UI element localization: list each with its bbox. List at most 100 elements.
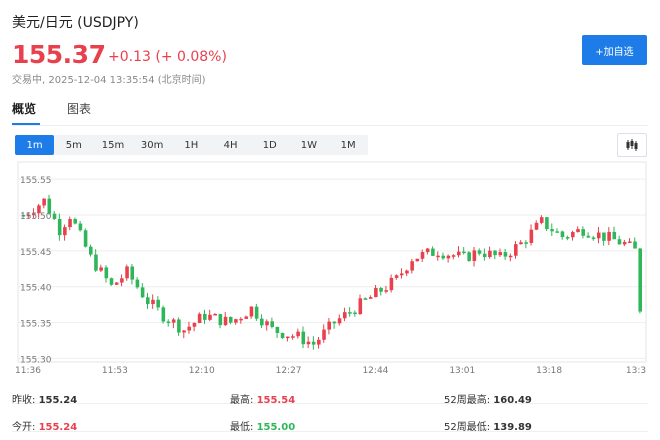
candle-body	[446, 255, 451, 259]
period-selector: 1m 5m 15m 30m 1H 4H 1D 1W 1M	[15, 135, 368, 155]
candle-body	[31, 213, 36, 215]
candle-body	[493, 250, 497, 256]
chart-grid	[17, 161, 647, 363]
candle-body	[140, 287, 145, 298]
candle-body	[503, 252, 508, 257]
y-axis: 155.55 155.50 155.45 155.40 155.35 155.30	[20, 176, 52, 365]
candle-body	[550, 229, 554, 232]
period-1d[interactable]: 1D	[262, 139, 277, 151]
candle-body	[311, 341, 316, 345]
candle-body	[223, 316, 228, 326]
period-1w[interactable]: 1W	[300, 139, 318, 151]
stat-high: 最高: 155.54	[230, 395, 296, 406]
period-1h[interactable]: 1H	[184, 139, 199, 151]
period-4h[interactable]: 4H	[223, 139, 238, 151]
candle-body	[275, 326, 280, 333]
candle-body	[368, 297, 373, 299]
candle-body	[576, 229, 580, 233]
add-watchlist-button[interactable]: +加自选	[582, 35, 647, 65]
x-tick-label: 12:44	[362, 366, 388, 376]
candle-body	[394, 275, 399, 278]
y-tick-label: 155.50	[20, 212, 52, 222]
candle-body	[260, 318, 264, 326]
candle-body	[384, 290, 389, 292]
period-15m[interactable]: 15m	[101, 139, 125, 151]
stat-low-value: 155.00	[256, 422, 296, 433]
candle-body	[146, 297, 150, 305]
stat-open-value: 155.24	[38, 422, 78, 433]
candle-body	[296, 331, 300, 337]
x-tick-label: 11:36	[15, 366, 41, 376]
y-tick-label: 155.40	[20, 284, 52, 294]
period-1mo[interactable]: 1M	[340, 139, 356, 151]
x-tick-label: 13:18	[536, 366, 562, 376]
candle-body	[477, 250, 482, 254]
candle-body	[602, 232, 606, 241]
candle-body	[156, 299, 160, 308]
y-tick-label: 155.35	[20, 320, 52, 330]
candle-body	[607, 231, 611, 241]
candle-body	[410, 261, 414, 271]
x-tick-label: 13:01	[449, 366, 475, 376]
candle-body	[399, 273, 404, 276]
candle-body	[182, 330, 186, 333]
candle-body	[451, 255, 456, 257]
candle-body	[498, 252, 503, 256]
candle-body	[441, 255, 446, 259]
candle-body	[457, 251, 461, 256]
price-chart[interactable]: 155.55 155.50 155.45 155.40 155.35 155.30 11:…	[0, 160, 660, 378]
candle-body	[555, 231, 560, 233]
candle-body	[73, 219, 78, 224]
candle-body	[120, 278, 124, 283]
stat-prev-close: 昨收: 155.24	[12, 395, 78, 406]
candle-body	[125, 266, 129, 279]
stat-low: 最低: 155.00	[230, 422, 296, 433]
tab-divider	[12, 125, 648, 126]
candle-body	[208, 314, 212, 320]
period-1m[interactable]: 1m	[15, 135, 55, 155]
candle-body	[83, 230, 88, 247]
candle-body	[327, 321, 331, 330]
candle-body	[187, 326, 192, 331]
candle-body	[68, 219, 72, 228]
period-5m[interactable]: 5m	[65, 139, 82, 151]
candle-body	[524, 242, 528, 244]
stat-52w-high-value: 160.49	[493, 395, 532, 406]
candle-body	[379, 287, 383, 292]
candle-body	[545, 217, 549, 230]
y-tick-label: 155.45	[20, 248, 52, 258]
candle-body	[317, 339, 321, 345]
tab-chart[interactable]: 图表	[67, 102, 92, 116]
candle-body	[529, 229, 534, 243]
candle-body	[244, 316, 249, 319]
y-tick-label: 155.55	[20, 176, 52, 186]
candle-body	[135, 279, 140, 288]
candle-body	[436, 255, 440, 258]
candle-body	[342, 312, 347, 319]
candle-body	[622, 242, 627, 245]
period-30m[interactable]: 30m	[140, 139, 164, 151]
tab-overview[interactable]: 概览	[12, 102, 37, 116]
candle-body	[337, 318, 342, 324]
candle-body	[332, 321, 337, 324]
candle-body	[508, 255, 513, 258]
candle-body	[306, 341, 311, 345]
chart-type-toggle[interactable]	[617, 133, 647, 157]
chart-frame	[17, 161, 647, 363]
candle-body	[63, 227, 67, 236]
stat-52w-low-value: 139.89	[493, 422, 532, 433]
stat-high-value: 155.54	[256, 395, 296, 406]
candle-body	[265, 321, 269, 326]
stat-open: 今开: 155.24	[12, 422, 78, 433]
stats-row-divider	[12, 403, 648, 404]
candle-body	[109, 278, 114, 285]
candle-body	[280, 332, 285, 338]
candle-body	[99, 267, 103, 271]
candle-body	[539, 217, 544, 223]
candle-body	[161, 307, 166, 322]
x-tick-label: 12:10	[189, 366, 215, 376]
candle-body	[596, 232, 601, 239]
candle-body	[581, 229, 585, 236]
candle-body	[322, 329, 326, 340]
candle-body	[228, 316, 233, 323]
